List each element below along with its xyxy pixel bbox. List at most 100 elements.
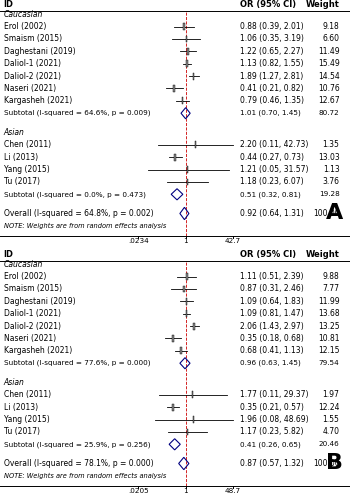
Text: 1.01 (0.70, 1.45): 1.01 (0.70, 1.45) — [240, 110, 301, 116]
Text: ID: ID — [4, 250, 14, 260]
Text: Subtotal (I-squared = 77.6%, p = 0.000): Subtotal (I-squared = 77.6%, p = 0.000) — [4, 360, 150, 366]
Text: 42.7: 42.7 — [225, 238, 241, 244]
Text: 1.09 (0.64, 1.83): 1.09 (0.64, 1.83) — [240, 297, 303, 306]
Bar — [186, 36, 187, 43]
Text: 14.54: 14.54 — [318, 72, 340, 80]
Text: 1.89 (1.27, 2.81): 1.89 (1.27, 2.81) — [240, 72, 303, 80]
Text: 1: 1 — [183, 238, 188, 244]
Bar — [174, 85, 175, 92]
Text: 0.41 (0.26, 0.65): 0.41 (0.26, 0.65) — [240, 441, 301, 448]
Bar — [187, 48, 189, 55]
Text: 0.88 (0.39, 2.01): 0.88 (0.39, 2.01) — [240, 22, 303, 31]
Text: OR (95% CI): OR (95% CI) — [240, 250, 296, 260]
Text: 2.20 (0.11, 42.73): 2.20 (0.11, 42.73) — [240, 140, 308, 149]
Bar — [186, 310, 188, 317]
Bar — [194, 322, 195, 330]
Text: 1.77 (0.11, 29.37): 1.77 (0.11, 29.37) — [240, 390, 308, 400]
Bar — [183, 286, 184, 292]
Text: 15.49: 15.49 — [318, 59, 340, 68]
Text: 1.96 (0.08, 48.69): 1.96 (0.08, 48.69) — [240, 415, 308, 424]
Text: 7.77: 7.77 — [322, 284, 340, 294]
Text: 0.79 (0.46, 1.35): 0.79 (0.46, 1.35) — [240, 96, 304, 106]
Text: 3.76: 3.76 — [322, 178, 340, 186]
Text: Subtotal (I-squared = 25.9%, p = 0.256): Subtotal (I-squared = 25.9%, p = 0.256) — [4, 441, 150, 448]
Text: 12.67: 12.67 — [318, 96, 340, 106]
Text: 10.81: 10.81 — [318, 334, 340, 343]
Text: Chen (2011): Chen (2011) — [4, 140, 51, 149]
Text: 1.21 (0.05, 31.57): 1.21 (0.05, 31.57) — [240, 165, 308, 174]
Text: 1.35: 1.35 — [323, 140, 339, 149]
Bar — [187, 428, 188, 436]
Text: 4.70: 4.70 — [322, 428, 340, 436]
Text: ID: ID — [4, 0, 14, 10]
Text: Tu (2017): Tu (2017) — [4, 178, 40, 186]
Text: Erol (2002): Erol (2002) — [4, 22, 46, 31]
Text: Chen (2011): Chen (2011) — [4, 390, 51, 400]
Bar — [172, 335, 174, 342]
Text: 1.06 (0.35, 3.19): 1.06 (0.35, 3.19) — [240, 34, 304, 43]
Text: Kargasheh (2021): Kargasheh (2021) — [4, 96, 72, 106]
Text: 0.41 (0.21, 0.82): 0.41 (0.21, 0.82) — [240, 84, 303, 93]
Text: 0.44 (0.27, 0.73): 0.44 (0.27, 0.73) — [240, 152, 304, 162]
Text: B: B — [326, 454, 343, 473]
Text: 1.13: 1.13 — [323, 165, 339, 174]
Bar — [193, 416, 194, 423]
Text: 1.18 (0.23, 6.07): 1.18 (0.23, 6.07) — [240, 178, 303, 186]
Text: Subtotal (I-squared = 64.6%, p = 0.009): Subtotal (I-squared = 64.6%, p = 0.009) — [4, 110, 150, 116]
Text: 1.55: 1.55 — [323, 415, 339, 424]
Text: 79.54: 79.54 — [319, 360, 340, 366]
Text: 12.24: 12.24 — [318, 402, 340, 411]
Text: Weight: Weight — [306, 0, 340, 10]
Text: Naseri (2021): Naseri (2021) — [4, 84, 56, 93]
Bar — [186, 60, 188, 67]
Text: Daliol-2 (2021): Daliol-2 (2021) — [4, 322, 61, 330]
Text: 1.11 (0.51, 2.39): 1.11 (0.51, 2.39) — [240, 272, 303, 281]
Text: Overall (I-squared = 64.8%, p = 0.002): Overall (I-squared = 64.8%, p = 0.002) — [4, 209, 153, 218]
Text: 9.88: 9.88 — [323, 272, 339, 281]
Text: Asian: Asian — [4, 378, 24, 387]
Text: Caucasian: Caucasian — [4, 10, 43, 18]
Text: A: A — [326, 204, 343, 224]
Text: Daghestani (2019): Daghestani (2019) — [4, 297, 75, 306]
Text: 11.49: 11.49 — [318, 47, 340, 56]
Text: 0.68 (0.41, 1.13): 0.68 (0.41, 1.13) — [240, 346, 303, 356]
Text: Tu (2017): Tu (2017) — [4, 428, 40, 436]
Bar — [187, 166, 188, 173]
Text: 100.00: 100.00 — [313, 459, 340, 468]
Text: Yang (2015): Yang (2015) — [4, 165, 49, 174]
Text: 48.7: 48.7 — [225, 488, 241, 494]
Text: 1.13 (0.82, 1.55): 1.13 (0.82, 1.55) — [240, 59, 303, 68]
Bar — [172, 404, 174, 410]
Bar — [192, 392, 193, 398]
Bar — [174, 154, 176, 160]
Text: Kargasheh (2021): Kargasheh (2021) — [4, 346, 72, 356]
Text: OR (95% CI): OR (95% CI) — [240, 0, 296, 10]
Text: 9.18: 9.18 — [323, 22, 339, 31]
Text: 0.87 (0.57, 1.32): 0.87 (0.57, 1.32) — [240, 459, 303, 468]
Text: Li (2013): Li (2013) — [4, 402, 38, 411]
Bar — [182, 98, 183, 104]
Text: 19.28: 19.28 — [319, 192, 340, 198]
Text: 80.72: 80.72 — [319, 110, 340, 116]
Text: 12.15: 12.15 — [318, 346, 340, 356]
Bar — [183, 23, 185, 30]
Text: .0234: .0234 — [128, 238, 149, 244]
Text: 100.00: 100.00 — [313, 209, 340, 218]
Bar — [187, 178, 188, 186]
Text: NOTE: Weights are from random effects analysis: NOTE: Weights are from random effects an… — [4, 473, 166, 479]
Text: 6.60: 6.60 — [322, 34, 340, 43]
Bar — [193, 72, 195, 80]
Text: 0.51 (0.32, 0.81): 0.51 (0.32, 0.81) — [240, 191, 301, 198]
Text: Weight: Weight — [306, 250, 340, 260]
Text: Smaism (2015): Smaism (2015) — [4, 34, 62, 43]
Text: 13.25: 13.25 — [318, 322, 340, 330]
Text: Li (2013): Li (2013) — [4, 152, 38, 162]
Text: 0.35 (0.18, 0.68): 0.35 (0.18, 0.68) — [240, 334, 303, 343]
Text: 1.97: 1.97 — [323, 390, 339, 400]
Text: 0.35 (0.21, 0.57): 0.35 (0.21, 0.57) — [240, 402, 304, 411]
Text: 20.46: 20.46 — [319, 442, 340, 448]
Text: 0.87 (0.31, 2.46): 0.87 (0.31, 2.46) — [240, 284, 303, 294]
Text: 1.09 (0.81, 1.47): 1.09 (0.81, 1.47) — [240, 309, 303, 318]
Text: 1.17 (0.23, 5.82): 1.17 (0.23, 5.82) — [240, 428, 303, 436]
Text: 1.22 (0.65, 2.27): 1.22 (0.65, 2.27) — [240, 47, 303, 56]
